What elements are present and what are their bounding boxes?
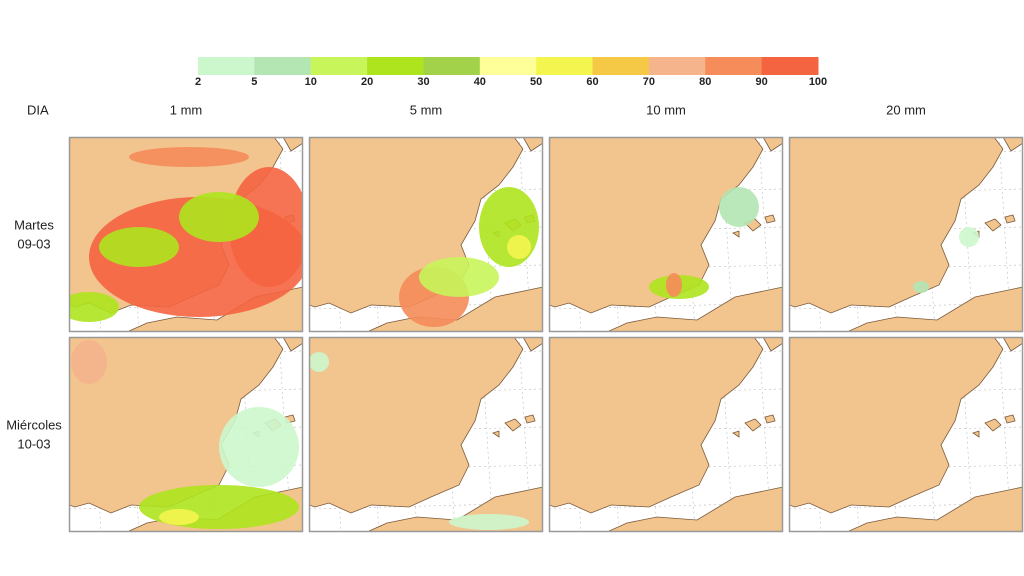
- precip-area: [159, 509, 199, 525]
- corner-label: DIA: [27, 102, 49, 117]
- graticule: [549, 464, 783, 472]
- graticule: [549, 264, 783, 272]
- column-header: 5 mm: [410, 102, 443, 117]
- color-bar-label: 90: [756, 76, 768, 88]
- color-bin: [367, 57, 424, 75]
- panel-border: [68, 136, 304, 333]
- precip-area: [179, 192, 259, 242]
- color-bin: [592, 57, 650, 75]
- graticule: [549, 388, 783, 396]
- precip-area: [449, 514, 529, 530]
- map-content: [789, 337, 1023, 532]
- precip-area: [719, 187, 759, 227]
- graticule: [789, 264, 1023, 272]
- color-bar-label: 30: [417, 76, 429, 88]
- color-bar-label: 5: [251, 76, 257, 88]
- color-bar-label: 50: [530, 76, 542, 88]
- map-panel: [548, 136, 784, 333]
- color-bar-label: 20: [361, 76, 373, 88]
- color-bar-label: 60: [586, 76, 598, 88]
- map-panel: [68, 136, 304, 333]
- column-header: 10 mm: [646, 102, 686, 117]
- map-panel: [308, 336, 544, 533]
- graticule: [789, 464, 1023, 472]
- row-label: 10-03: [17, 436, 50, 451]
- graticule: [789, 226, 1023, 234]
- panel-border: [548, 336, 784, 533]
- color-bin: [648, 57, 706, 75]
- color-bar-label: 70: [643, 76, 655, 88]
- row-label: 09-03: [17, 236, 50, 251]
- map-panel: [788, 136, 1024, 333]
- color-bar-label: 10: [305, 76, 317, 88]
- graticule: [69, 388, 303, 396]
- precip-area: [99, 227, 179, 267]
- graticule: [789, 426, 1023, 434]
- precip-area: [139, 485, 299, 529]
- map-content: [789, 137, 1023, 332]
- map-panel: [68, 336, 304, 533]
- panel-border: [308, 136, 544, 333]
- graticule: [309, 388, 543, 396]
- map-content: [69, 337, 303, 532]
- precip-area: [129, 147, 249, 167]
- map-content: [309, 337, 543, 532]
- color-bin: [198, 57, 255, 75]
- graticule: [789, 188, 1023, 196]
- map-content: [309, 137, 543, 332]
- map-panel: [788, 336, 1024, 533]
- color-bin: [536, 57, 594, 75]
- precip-area: [69, 292, 119, 322]
- precip-area: [419, 257, 499, 297]
- precip-area: [507, 235, 531, 259]
- color-bar-label: 80: [699, 76, 711, 88]
- color-bin: [761, 57, 819, 75]
- color-bin: [705, 57, 763, 75]
- panel-border: [308, 336, 544, 533]
- color-bin: [423, 57, 481, 75]
- color-bin: [479, 57, 537, 75]
- panel-border: [788, 136, 1024, 333]
- graticule: [309, 464, 543, 472]
- panel-border: [548, 136, 784, 333]
- row-label: Miércoles: [6, 417, 62, 432]
- color-bin: [310, 57, 368, 75]
- color-bar: 2 5 10 20 30 40 50 60 70 80 90 100: [195, 57, 827, 88]
- graticule: [789, 388, 1023, 396]
- precip-area: [71, 340, 107, 384]
- precip-area: [309, 352, 329, 372]
- panel-border: [68, 336, 304, 533]
- precip-area: [913, 281, 929, 293]
- precip-area: [959, 227, 979, 247]
- map-content: [549, 337, 783, 532]
- row-label: Martes: [14, 217, 54, 232]
- map-panel: [548, 336, 784, 533]
- color-bin: [254, 57, 312, 75]
- panel-border: [788, 336, 1024, 533]
- color-bar-label: 40: [474, 76, 486, 88]
- color-bar-label: 100: [809, 76, 827, 88]
- column-header: 1 mm: [170, 102, 203, 117]
- map-content: [549, 137, 783, 332]
- column-header: 20 mm: [886, 102, 926, 117]
- graticule: [309, 426, 543, 434]
- precip-area: [479, 187, 539, 267]
- map-content: [69, 137, 303, 332]
- map-panel: [308, 136, 544, 333]
- precip-area: [229, 167, 303, 287]
- graticule: [549, 426, 783, 434]
- graticule: [549, 226, 783, 234]
- precip-area: [219, 407, 299, 487]
- color-bar-label: 2: [195, 76, 201, 88]
- precip-area: [666, 273, 682, 297]
